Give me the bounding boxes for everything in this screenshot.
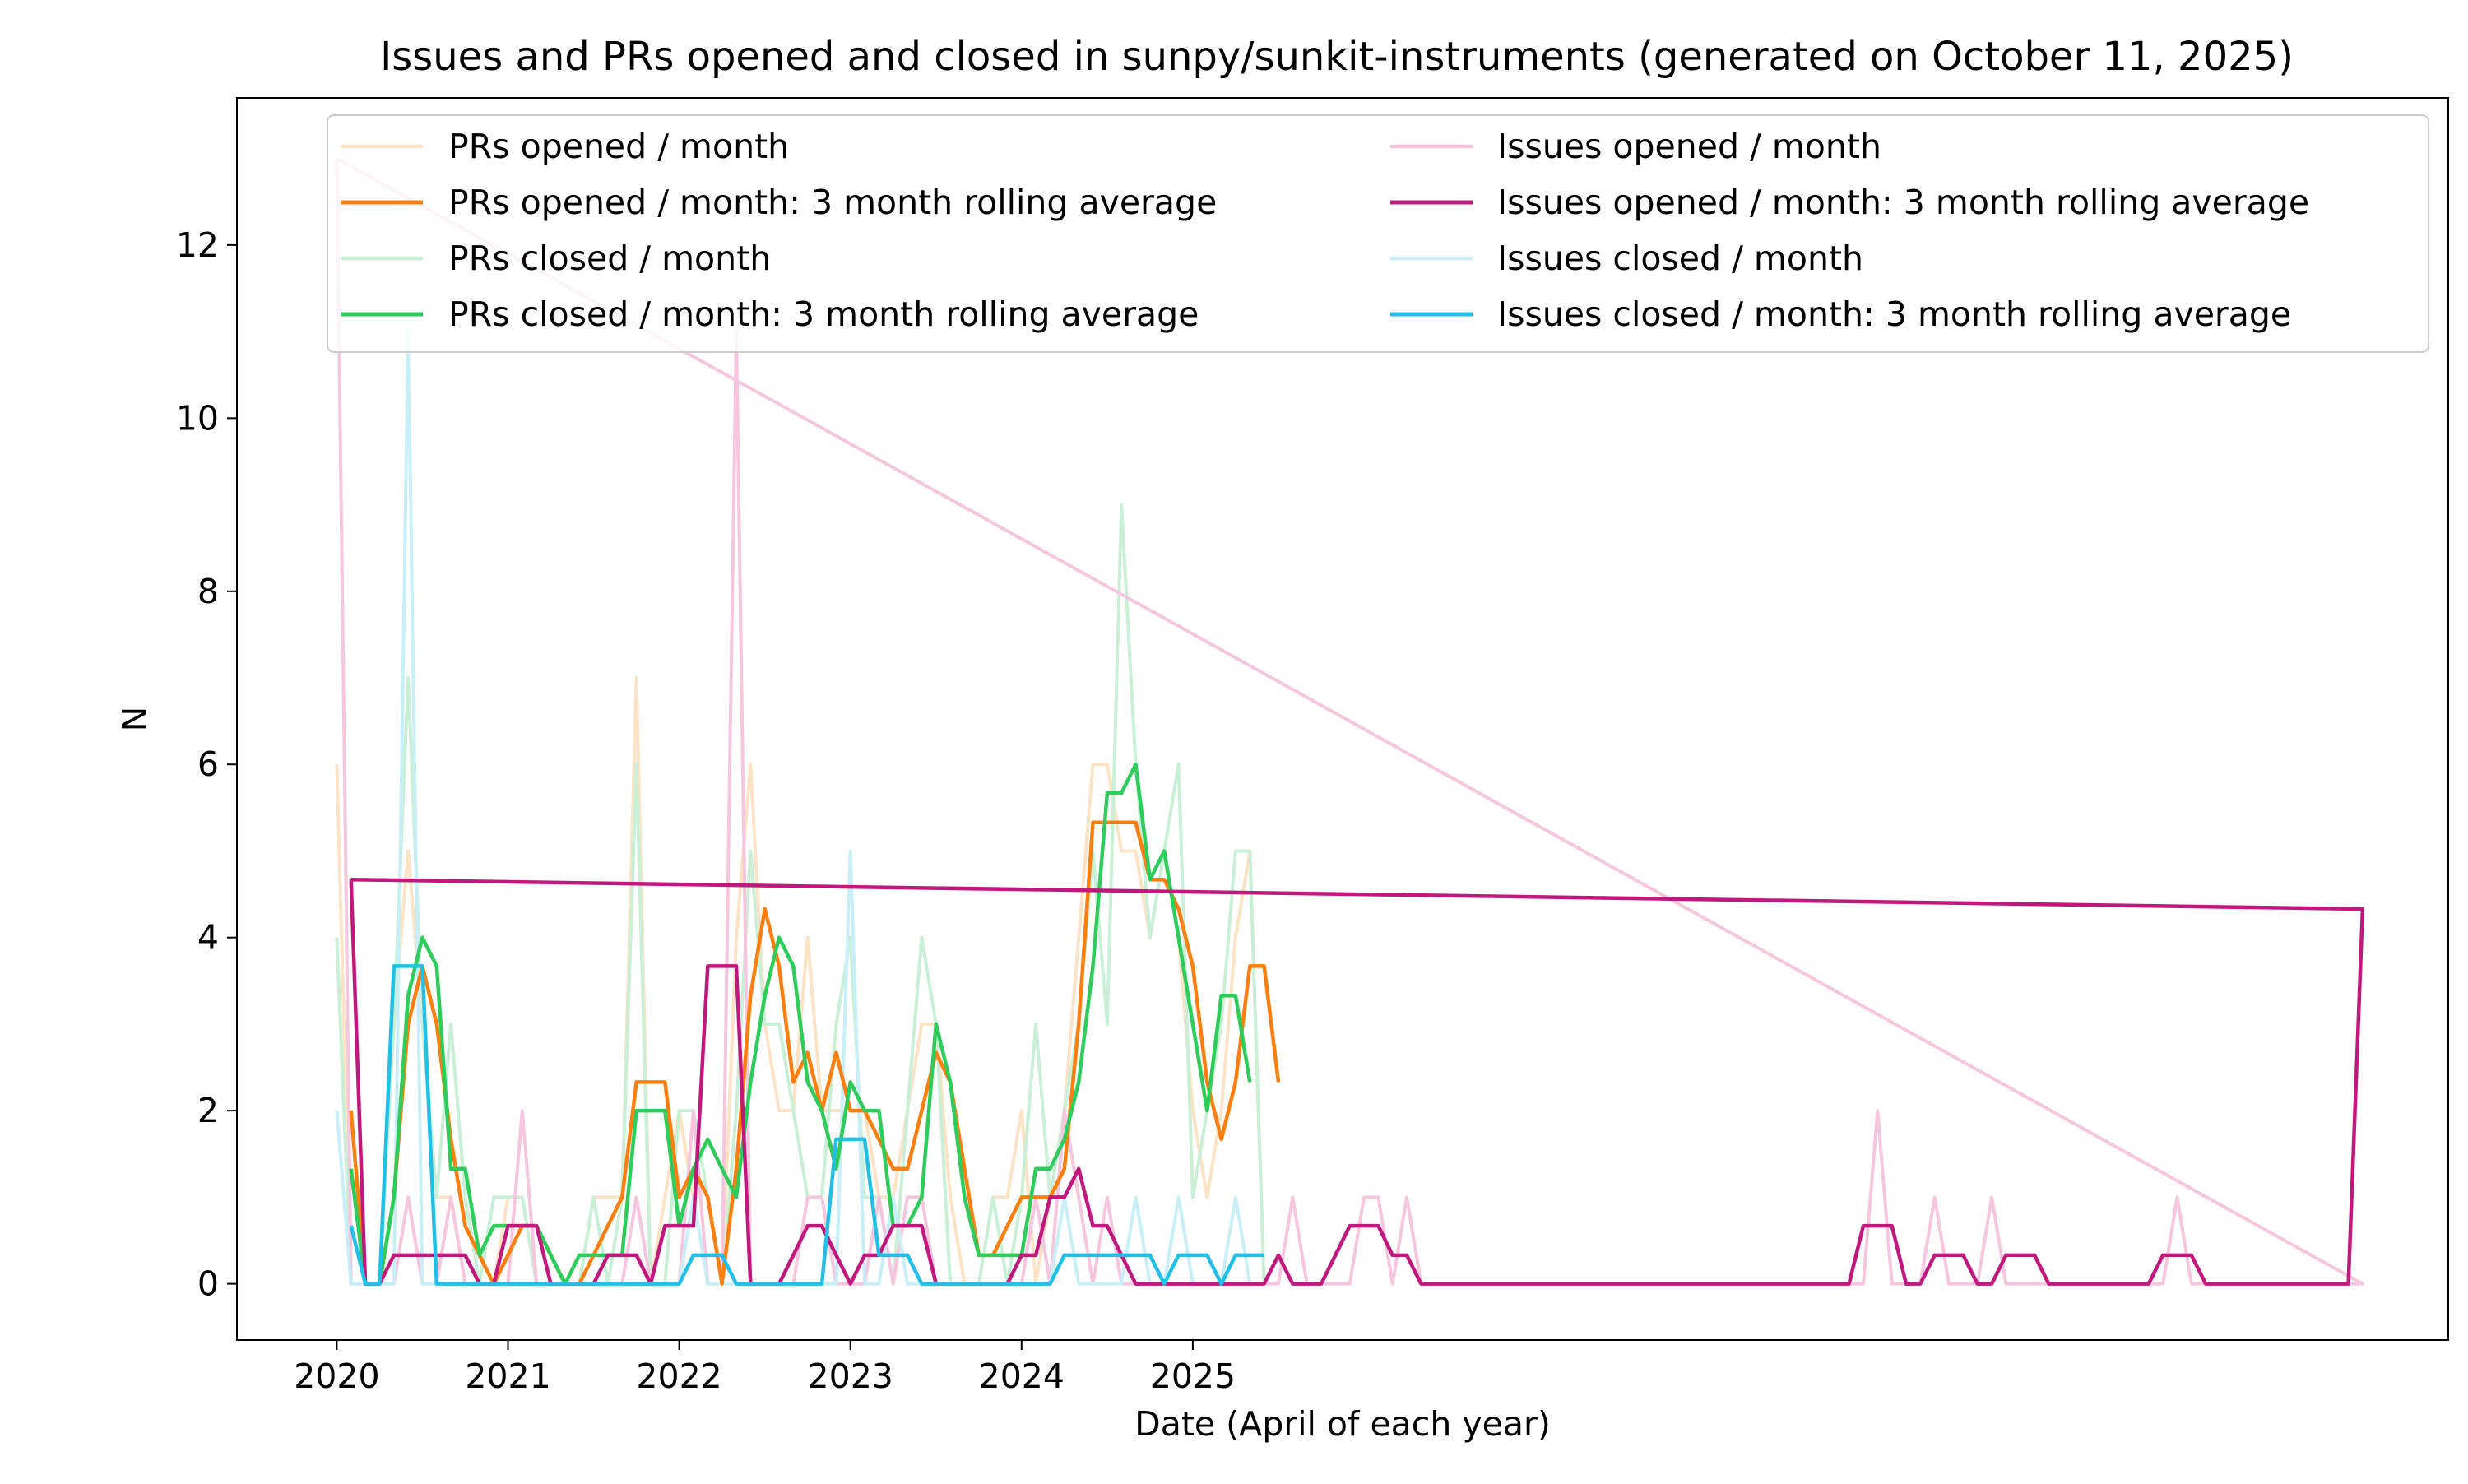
series-line-4 [349,762,1252,1286]
legend-label: Issues opened / month: 3 month rolling a… [1497,183,2309,222]
legend-label: PRs opened / month: 3 month rolling aver… [448,183,1217,222]
legend-label: PRs closed / month: 3 month rolling aver… [448,294,1199,334]
y-axis: 0 2 4 6 8 10 12 [176,225,237,1304]
x-tick-label: 2020 [294,1356,379,1396]
series-line-2 [349,820,1281,1286]
legend-label: Issues closed / month [1497,239,1863,278]
legend-label: Issues opened / month [1497,127,1881,166]
y-tick-label: 2 [197,1091,219,1130]
y-tick-label: 10 [176,398,219,438]
x-axis-label: Date (April of each year) [1134,1404,1551,1444]
y-tick-label: 0 [197,1264,219,1304]
x-tick-label: 2021 [465,1356,550,1396]
legend-label: PRs closed / month [448,239,771,278]
plot-frame [236,97,2449,1341]
series-line-3 [335,503,1266,1286]
legend-label: PRs opened / month [448,127,789,166]
y-tick-label: 6 [197,744,219,784]
x-tick-label: 2024 [979,1356,1065,1396]
series-line-6 [349,877,2365,1286]
y-tick-label: 12 [176,225,219,265]
series-line-8 [349,964,1264,1286]
x-tick-label: 2023 [808,1356,893,1396]
y-tick-label: 8 [197,572,219,611]
legend-label: Issues closed / month: 3 month rolling a… [1497,294,2291,334]
series-line-1 [335,676,1266,1286]
x-tick-label: 2025 [1150,1356,1236,1396]
legend-frame [327,114,2429,353]
x-tick-label: 2022 [636,1356,721,1396]
plot-area [335,156,2365,1286]
legend: PRs opened / month PRs opened / month: 3 … [327,114,2429,353]
chart-title: Issues and PRs opened and closed in sunp… [380,34,2294,80]
y-tick-label: 4 [197,918,219,958]
y-axis-label: N [115,707,155,732]
x-axis: 2020 2021 2022 2023 2024 2025 [294,1340,1236,1396]
